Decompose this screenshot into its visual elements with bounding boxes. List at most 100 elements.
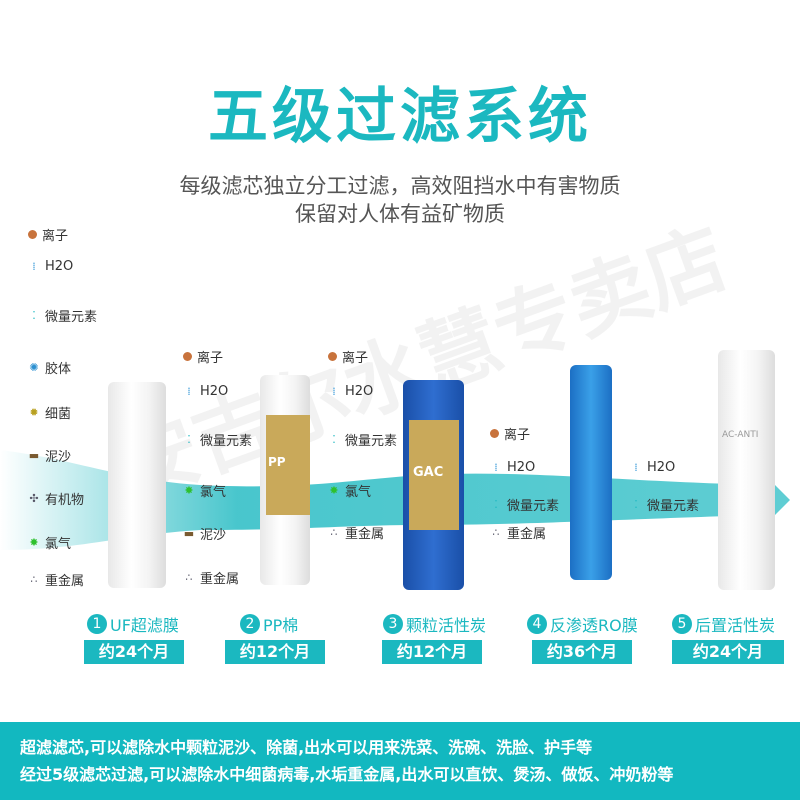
chlorine-icon: ✸: [329, 483, 339, 497]
contaminant-label: 微量元素: [200, 434, 253, 449]
heavy-metal-icon: ∴: [30, 572, 38, 586]
ro-membrane-image: [570, 365, 612, 580]
contaminant-item: ⁚ 微量元素: [328, 430, 397, 449]
post-label: AC-ANTI: [722, 430, 759, 440]
contaminant-item: ✸ 氯气: [183, 481, 226, 500]
contaminant-label: 重金属: [200, 572, 240, 587]
uf-filter-image: [108, 382, 166, 588]
trace-element-icon: ⁚: [32, 308, 36, 322]
filter-label-2: 2 PP棉: [240, 612, 298, 636]
post-carbon-filter-image: AC-ANTI: [718, 350, 775, 590]
trace-element-icon: ⁚: [634, 497, 638, 511]
filter-name: 反渗透RO膜: [550, 616, 638, 635]
contaminant-item: ∴ 重金属: [328, 523, 385, 542]
contaminant-item: ✸ 氯气: [28, 533, 71, 552]
filter-label-4: 4 反渗透RO膜: [527, 612, 638, 636]
ion-icon: [490, 429, 499, 438]
water-drop-icon: ⁞: [187, 384, 191, 398]
chlorine-icon: ✸: [29, 535, 39, 549]
pp-filter-image: PP: [260, 375, 310, 585]
water-drop-icon: ⁞: [494, 460, 498, 474]
contaminant-label: H2O: [200, 384, 229, 399]
contaminant-label: 胶体: [45, 362, 72, 377]
ion-icon: [183, 352, 192, 361]
contaminant-item: ⁚ 微量元素: [490, 495, 559, 514]
filter-name: 颗粒活性炭: [406, 616, 487, 635]
contaminant-label: 氯气: [345, 485, 372, 500]
water-flow-arrow: [0, 450, 790, 550]
colloid-icon: ✺: [29, 360, 39, 374]
organic-icon: ✣: [29, 491, 39, 505]
filter-life-1: 约24个月: [84, 640, 184, 664]
heavy-metal-icon: ∴: [492, 525, 500, 539]
contaminant-item: ⁞ H2O: [490, 460, 535, 475]
footer-line-2: 经过5级滤芯过滤,可以滤除水中细菌病毒,水垢重金属,出水可以直饮、煲汤、做饭、冲…: [20, 765, 674, 784]
trace-element-icon: ⁚: [187, 432, 191, 446]
step-number: 4: [527, 614, 547, 634]
contaminant-item: 离子: [490, 424, 530, 443]
step-number: 1: [87, 614, 107, 634]
bacteria-icon: ✹: [29, 405, 39, 419]
contaminant-label: 细菌: [45, 407, 72, 422]
gac-label: GAC: [409, 420, 459, 530]
page-title: 五级过滤系统: [208, 82, 592, 152]
contaminant-item: ▬ 泥沙: [28, 446, 71, 465]
filter-name: 后置活性炭: [695, 616, 776, 635]
filter-life-5: 约24个月: [672, 640, 784, 664]
filter-label-3: 3 颗粒活性炭: [383, 612, 486, 636]
water-drop-icon: ⁞: [32, 259, 36, 273]
contaminant-label: 有机物: [45, 493, 85, 508]
contaminant-item: ✣ 有机物: [28, 489, 84, 508]
contaminant-item: ∴ 重金属: [490, 523, 547, 542]
ion-icon: [328, 352, 337, 361]
footer-line-1: 超滤滤芯,可以滤除水中颗粒泥沙、除菌,出水可以用来洗菜、洗碗、洗脸、护手等: [20, 738, 593, 757]
contaminant-label: 微量元素: [507, 499, 560, 514]
filter-life-3: 约12个月: [382, 640, 482, 664]
filter-label-5: 5 后置活性炭: [672, 612, 775, 636]
water-drop-icon: ⁞: [634, 460, 638, 474]
contaminant-item: ⁞ H2O: [630, 460, 675, 475]
contaminant-label: 离子: [197, 351, 224, 366]
filter-life-4: 约36个月: [532, 640, 632, 664]
filter-name: UF超滤膜: [110, 616, 179, 635]
contaminant-item: ⁚ 微量元素: [28, 306, 97, 325]
contaminant-label: 泥沙: [45, 450, 72, 465]
contaminant-item: ∴ 重金属: [183, 568, 240, 587]
step-number: 2: [240, 614, 260, 634]
contaminant-label: 微量元素: [45, 310, 98, 325]
trace-element-icon: ⁚: [332, 432, 336, 446]
contaminant-item: 离子: [183, 347, 223, 366]
filter-label-1: 1 UF超滤膜: [87, 612, 179, 636]
subtitle-line-2: 保留对人体有益矿物质: [295, 202, 505, 226]
filter-life-2: 约12个月: [225, 640, 325, 664]
step-number: 3: [383, 614, 403, 634]
contaminant-label: 氯气: [45, 537, 72, 552]
contaminant-item: ⁚ 微量元素: [183, 430, 252, 449]
contaminant-label: H2O: [345, 384, 374, 399]
sediment-icon: ▬: [183, 526, 195, 540]
contaminant-item: ⁚ 微量元素: [630, 495, 699, 514]
contaminant-label: 氯气: [200, 485, 227, 500]
heavy-metal-icon: ∴: [330, 525, 338, 539]
ion-icon: [28, 230, 37, 239]
chlorine-icon: ✸: [184, 483, 194, 497]
contaminant-label: 微量元素: [345, 434, 398, 449]
contaminant-item: ▬ 泥沙: [183, 524, 226, 543]
subtitle-line-1: 每级滤芯独立分工过滤，高效阻挡水中有害物质: [179, 174, 621, 198]
contaminant-item: 离子: [28, 225, 68, 244]
contaminant-item: ⁞ H2O: [28, 259, 73, 274]
contaminant-item: ∴ 重金属: [28, 570, 85, 589]
contaminant-label: H2O: [45, 259, 74, 274]
contaminant-label: 重金属: [45, 574, 85, 589]
heavy-metal-icon: ∴: [185, 570, 193, 584]
footer-band: 超滤滤芯,可以滤除水中颗粒泥沙、除菌,出水可以用来洗菜、洗碗、洗脸、护手等 经过…: [0, 722, 800, 800]
contaminant-label: 重金属: [507, 527, 547, 542]
contaminant-item: ✹ 细菌: [28, 403, 71, 422]
contaminant-item: ⁞ H2O: [183, 384, 228, 399]
contaminant-label: H2O: [507, 460, 536, 475]
contaminant-item: ⁞ H2O: [328, 384, 373, 399]
filter-name: PP棉: [263, 616, 299, 635]
contaminant-label: 离子: [42, 229, 69, 244]
trace-element-icon: ⁚: [494, 497, 498, 511]
contaminant-label: 离子: [342, 351, 369, 366]
